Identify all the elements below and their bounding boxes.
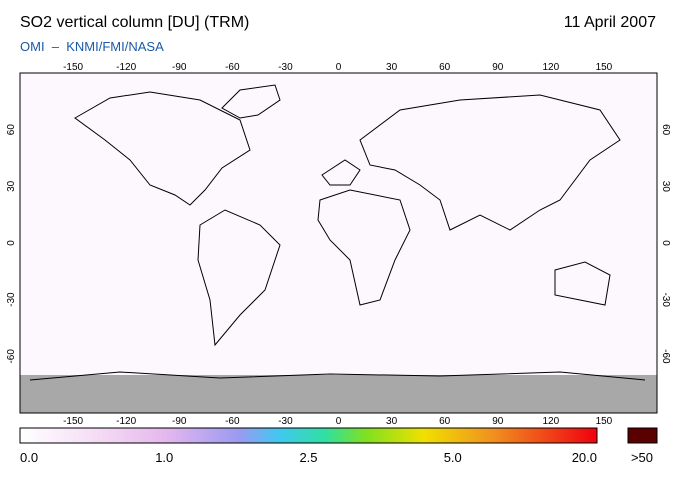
colorbar: >50 0.0 1.0 2.5 5.0 20.0 [19,427,658,465]
lat-label-left: 60 [6,124,17,136]
lon-label-top: 0 [336,62,342,73]
colorbar-label: 0.0 [20,450,38,465]
colorbar-label: 1.0 [155,450,173,465]
colorbar-scale [19,427,598,444]
lon-label-top: 120 [542,62,559,73]
lon-label-top: 150 [596,62,613,73]
lon-label-top: -120 [116,62,136,73]
lon-label-bottom: 120 [542,416,559,427]
antarctica-mask [20,375,657,413]
lon-label-top: -60 [225,62,240,73]
colorbar-overflow [627,427,658,444]
colorbar-label: 5.0 [444,450,462,465]
lat-label-right: -60 [660,349,671,364]
lon-label-top: -30 [278,62,293,73]
colorbar-label: 2.5 [299,450,317,465]
colorbar-label: 20.0 [572,450,597,465]
lon-label-bottom: 60 [439,416,451,427]
lon-label-top: 60 [439,62,451,73]
graticule-labels: -150 -150 -120 -120 -90 -90 -60 -60 -30 -30 0 0 30 30… [6,62,671,427]
colorbar-labels: 0.0 1.0 2.5 5.0 20.0 [20,450,597,465]
lat-label-left: -30 [6,292,17,307]
lon-label-bottom: -150 [63,416,83,427]
map-background [20,73,657,413]
lat-label-right: 30 [660,181,671,193]
lon-label-bottom: -30 [278,416,293,427]
lon-label-bottom: 90 [492,416,504,427]
title: SO2 vertical column [DU] (TRM) [20,14,249,31]
map-frame [19,72,658,414]
lat-label-left: 0 [6,240,17,246]
lat-label-left: -60 [6,349,17,364]
lat-label-right: 0 [660,240,671,246]
lon-label-top: 90 [492,62,504,73]
lon-label-top: 30 [386,62,398,73]
lon-label-bottom: 0 [336,416,342,427]
lon-label-bottom: 30 [386,416,398,427]
source: OMI – KNMI/FMI/NASA [20,39,164,54]
lon-label-bottom: 150 [596,416,613,427]
map-area: -150 -150 -120 -120 -90 -90 -60 -60 -30 -30 0 0 30 30… [6,62,671,427]
colorbar-overflow-label: >50 [631,450,653,465]
lon-label-bottom: -60 [225,416,240,427]
date: 11 April 2007 [564,14,656,31]
lon-label-top: -150 [63,62,83,73]
lat-label-left: 30 [6,180,17,192]
coastlines [29,84,646,381]
lat-label-right: 60 [660,124,671,136]
lon-label-top: -90 [172,62,187,73]
lon-label-bottom: -120 [116,416,136,427]
lat-label-right: -30 [660,292,671,307]
lon-label-bottom: -90 [172,416,187,427]
